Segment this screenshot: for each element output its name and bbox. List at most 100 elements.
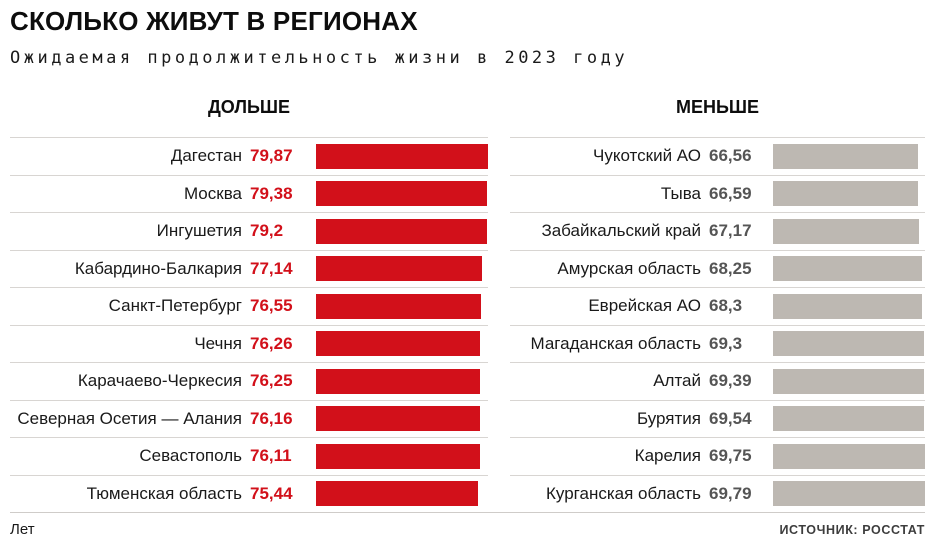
bar-track <box>773 368 925 394</box>
region-label: Санкт-Петербург <box>108 296 242 316</box>
bar <box>773 368 925 394</box>
bar <box>773 406 925 432</box>
bar-track <box>773 443 925 469</box>
unit-label: Лет <box>10 521 35 534</box>
bar <box>773 443 925 469</box>
chart-row: Санкт-Петербург 76,55 <box>10 287 488 325</box>
bar-track <box>773 406 925 432</box>
bar-track <box>316 443 488 469</box>
value-label: 69,3 <box>709 333 743 353</box>
value-label: 69,75 <box>709 446 752 466</box>
chart-row: Дагестан 79,87 <box>10 137 488 175</box>
value-label: 75,44 <box>250 483 293 503</box>
bar <box>773 181 919 207</box>
value-label: 76,11 <box>250 446 292 466</box>
value-label: 76,25 <box>250 371 293 391</box>
bar-track <box>316 218 488 244</box>
bar-track <box>773 331 925 357</box>
bar <box>316 143 488 169</box>
region-label: Амурская область <box>557 258 701 278</box>
bar-track <box>773 218 925 244</box>
value-label: 76,16 <box>250 408 293 428</box>
chart-columns: ДОЛЬШЕ Дагестан 79,87 Москва 79,38 Ингушетия… <box>10 78 925 512</box>
bar <box>316 331 481 357</box>
bar-track <box>316 368 488 394</box>
rows-less: Чукотский АО 66,56 Тыва 66,59 Забайкальский … <box>510 137 925 512</box>
region-label: Тюменская область <box>86 483 242 503</box>
chart-row: Бурятия 69,54 <box>510 399 925 438</box>
chart-row: Тыва 66,59 <box>510 174 925 213</box>
bar <box>316 256 483 282</box>
chart-row: Чукотский АО 66,56 <box>510 137 925 175</box>
bar-track <box>316 406 488 432</box>
bar-track <box>773 293 925 319</box>
bar <box>773 293 922 319</box>
value-label: 69,79 <box>709 483 752 503</box>
column-header-less: МЕНЬШЕ <box>675 97 760 117</box>
chart-row: Амурская область 68,25 <box>510 249 925 288</box>
region-label: Курганская область <box>546 483 701 503</box>
chart-row: Курганская область 69,79 <box>510 474 925 513</box>
region-label: Забайкальский край <box>541 221 701 241</box>
value-label: 79,2 <box>250 221 284 241</box>
bar <box>773 256 922 282</box>
bar <box>316 368 481 394</box>
bar-track <box>316 143 488 169</box>
region-label: Ингушетия <box>156 221 242 241</box>
bar-track <box>316 256 488 282</box>
bar <box>773 331 924 357</box>
chart-row: Забайкальский край 67,17 <box>510 212 925 250</box>
region-label: Севастополь <box>139 446 242 466</box>
chart-row: Кабардино-Балкария 77,14 <box>10 249 488 288</box>
region-label: Москва <box>183 183 242 203</box>
region-label: Чечня <box>194 333 242 353</box>
rows-longer: Дагестан 79,87 Москва 79,38 Ингушетия 79,2 Каб… <box>10 137 488 512</box>
value-label: 76,55 <box>250 296 293 316</box>
bar-track <box>316 331 488 357</box>
source-label: ИСТОЧНИК: РОССТАТ <box>779 523 925 534</box>
bar <box>773 143 918 169</box>
bar-track <box>773 481 925 507</box>
value-label: 66,56 <box>709 146 752 166</box>
region-label: Дагестан <box>170 146 242 166</box>
bar-track <box>773 143 925 169</box>
bar <box>316 481 479 507</box>
value-label: 79,38 <box>250 183 293 203</box>
chart-row: Тюменская область 75,44 <box>10 474 488 513</box>
region-label: Северная Осетия — Алания <box>17 408 242 428</box>
chart-row: Москва 79,38 <box>10 174 488 213</box>
region-label: Еврейская АО <box>588 296 701 316</box>
bar-track <box>316 293 488 319</box>
value-label: 77,14 <box>250 258 293 278</box>
region-label: Карелия <box>634 446 701 466</box>
value-label: 66,59 <box>709 183 752 203</box>
region-label: Кабардино-Балкария <box>74 258 242 278</box>
chart-row: Карачаево-Черкесия 76,25 <box>10 362 488 400</box>
bar <box>773 481 925 507</box>
value-label: 68,25 <box>709 258 752 278</box>
bar-track <box>773 181 925 207</box>
bar <box>316 181 487 207</box>
bar <box>316 218 487 244</box>
subtitle: Ожидаемая продолжительность жизни в 2023… <box>10 48 629 68</box>
chart-row: Ингушетия 79,2 <box>10 212 488 250</box>
column-longer: ДОЛЬШЕ Дагестан 79,87 Москва 79,38 Ингушетия… <box>10 78 488 512</box>
chart-row: Алтай 69,39 <box>510 362 925 400</box>
bar-track <box>773 256 925 282</box>
region-label: Магаданская область <box>530 333 702 353</box>
chart-row: Чечня 76,26 <box>10 324 488 363</box>
bar <box>773 218 920 244</box>
region-label: Тыва <box>660 183 701 203</box>
footer: Лет ИСТОЧНИК: РОССТАТ <box>10 512 925 534</box>
value-label: 69,54 <box>709 408 752 428</box>
column-less: МЕНЬШЕ Чукотский АО 66,56 Тыва 66,59 Забайка… <box>510 78 925 512</box>
bar <box>316 443 480 469</box>
region-label: Карачаево-Черкесия <box>77 371 242 391</box>
chart-row: Севастополь 76,11 <box>10 437 488 475</box>
value-label: 67,17 <box>709 221 752 241</box>
value-label: 76,26 <box>250 333 293 353</box>
bar-track <box>316 181 488 207</box>
value-label: 69,39 <box>709 371 752 391</box>
page-title: СКОЛЬКО ЖИВУТ В РЕГИОНАХ <box>10 6 418 36</box>
